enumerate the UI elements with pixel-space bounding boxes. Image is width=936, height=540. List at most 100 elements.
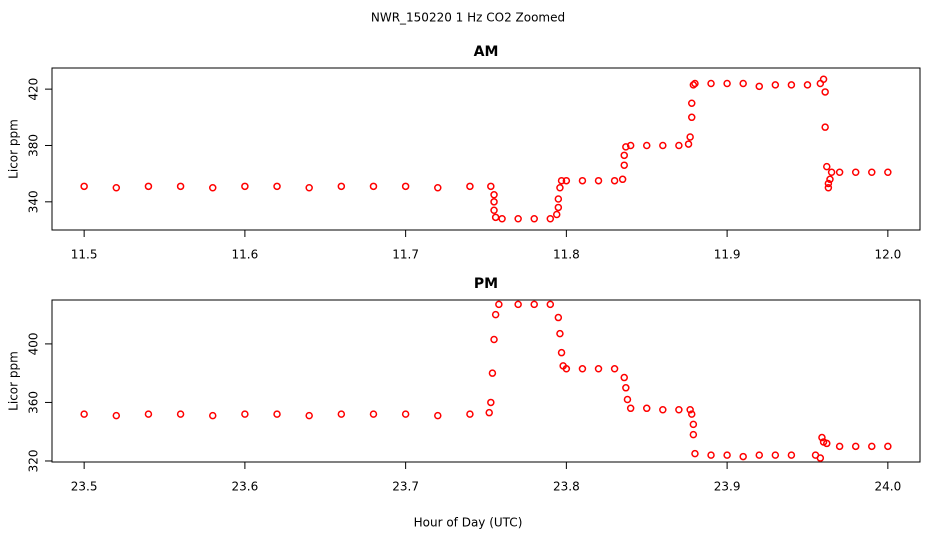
data-point <box>241 182 249 191</box>
data-point <box>594 176 603 185</box>
data-point <box>546 300 555 309</box>
data-point <box>490 191 498 199</box>
data-point <box>739 79 747 88</box>
data-point <box>755 82 764 91</box>
x-tick-label: 12.0 <box>874 248 901 262</box>
data-point <box>273 182 281 191</box>
data-point <box>689 430 698 439</box>
data-point <box>112 411 121 420</box>
data-point <box>823 162 831 171</box>
data-point <box>620 151 628 160</box>
data-point <box>851 442 860 451</box>
data-point <box>556 329 564 338</box>
data-point <box>554 195 563 203</box>
data-point <box>884 442 892 451</box>
data-point <box>552 210 561 219</box>
x-axis-label: Hour of Day (UTC) <box>414 516 523 530</box>
data-point <box>305 411 313 420</box>
data-point <box>707 451 715 459</box>
data-point <box>401 182 410 191</box>
data-point <box>208 411 217 420</box>
data-point <box>80 410 88 418</box>
data-point <box>530 300 538 309</box>
data-point <box>642 141 651 150</box>
data-point <box>819 75 828 84</box>
data-point <box>434 411 442 420</box>
data-point <box>835 168 844 176</box>
panel-title: PM <box>474 276 498 292</box>
data-point <box>787 81 796 89</box>
x-tick-label: 11.6 <box>232 248 259 262</box>
data-point <box>687 99 696 107</box>
data-point <box>498 214 506 223</box>
data-point <box>818 433 826 442</box>
data-point <box>554 313 563 322</box>
data-point <box>176 410 185 418</box>
y-tick-label: 360 <box>27 391 41 414</box>
plot-frame <box>51 67 921 231</box>
data-point <box>144 182 153 191</box>
data-point <box>562 365 571 373</box>
x-tick-label: 11.8 <box>553 248 580 262</box>
data-point <box>466 410 474 418</box>
data-point <box>622 384 630 392</box>
y-axis-label: Licor ppm <box>7 119 21 179</box>
data-point <box>620 373 628 382</box>
data-point <box>851 168 860 176</box>
data-point <box>495 300 503 309</box>
data-point <box>868 168 876 176</box>
data-point <box>691 449 699 458</box>
data-point <box>578 365 587 373</box>
data-point <box>824 179 833 188</box>
y-tick-label: 400 <box>27 332 41 355</box>
data-point <box>739 452 747 461</box>
data-point <box>687 410 696 418</box>
plot-frame <box>51 299 921 463</box>
data-point <box>208 183 217 192</box>
data-point <box>787 451 796 459</box>
y-tick-label: 420 <box>27 78 41 101</box>
data-point <box>337 410 346 418</box>
data-point <box>689 420 698 429</box>
y-tick-label: 380 <box>27 134 41 157</box>
data-point <box>487 182 495 191</box>
data-point <box>622 143 630 151</box>
data-point <box>771 451 780 459</box>
y-tick-label: 340 <box>27 190 41 213</box>
data-point <box>434 183 442 192</box>
data-point <box>686 406 694 414</box>
data-point <box>771 81 780 89</box>
data-point <box>816 454 825 462</box>
data-point <box>80 182 88 191</box>
data-point <box>689 81 698 89</box>
data-point <box>401 410 410 418</box>
data-point <box>687 113 696 122</box>
data-point <box>490 335 498 344</box>
data-point <box>623 395 632 404</box>
data-point <box>684 140 693 148</box>
data-point <box>659 141 667 150</box>
data-point <box>620 161 628 169</box>
data-point <box>826 175 834 184</box>
data-point <box>554 203 563 212</box>
data-point <box>490 198 498 206</box>
data-point <box>642 404 651 413</box>
data-point <box>823 439 831 448</box>
data-point <box>273 410 281 418</box>
data-point <box>626 141 635 150</box>
data-point <box>884 168 892 176</box>
data-point <box>803 81 812 89</box>
data-point <box>723 79 731 88</box>
data-point <box>578 176 587 185</box>
data-point <box>546 214 555 223</box>
data-point <box>556 183 564 192</box>
data-point <box>176 182 185 191</box>
x-tick-label: 11.5 <box>71 248 98 262</box>
data-point <box>821 123 829 131</box>
x-tick-label: 11.7 <box>392 248 419 262</box>
data-point <box>369 182 378 191</box>
data-point <box>821 88 829 96</box>
data-point <box>241 410 249 418</box>
data-point <box>369 410 378 418</box>
